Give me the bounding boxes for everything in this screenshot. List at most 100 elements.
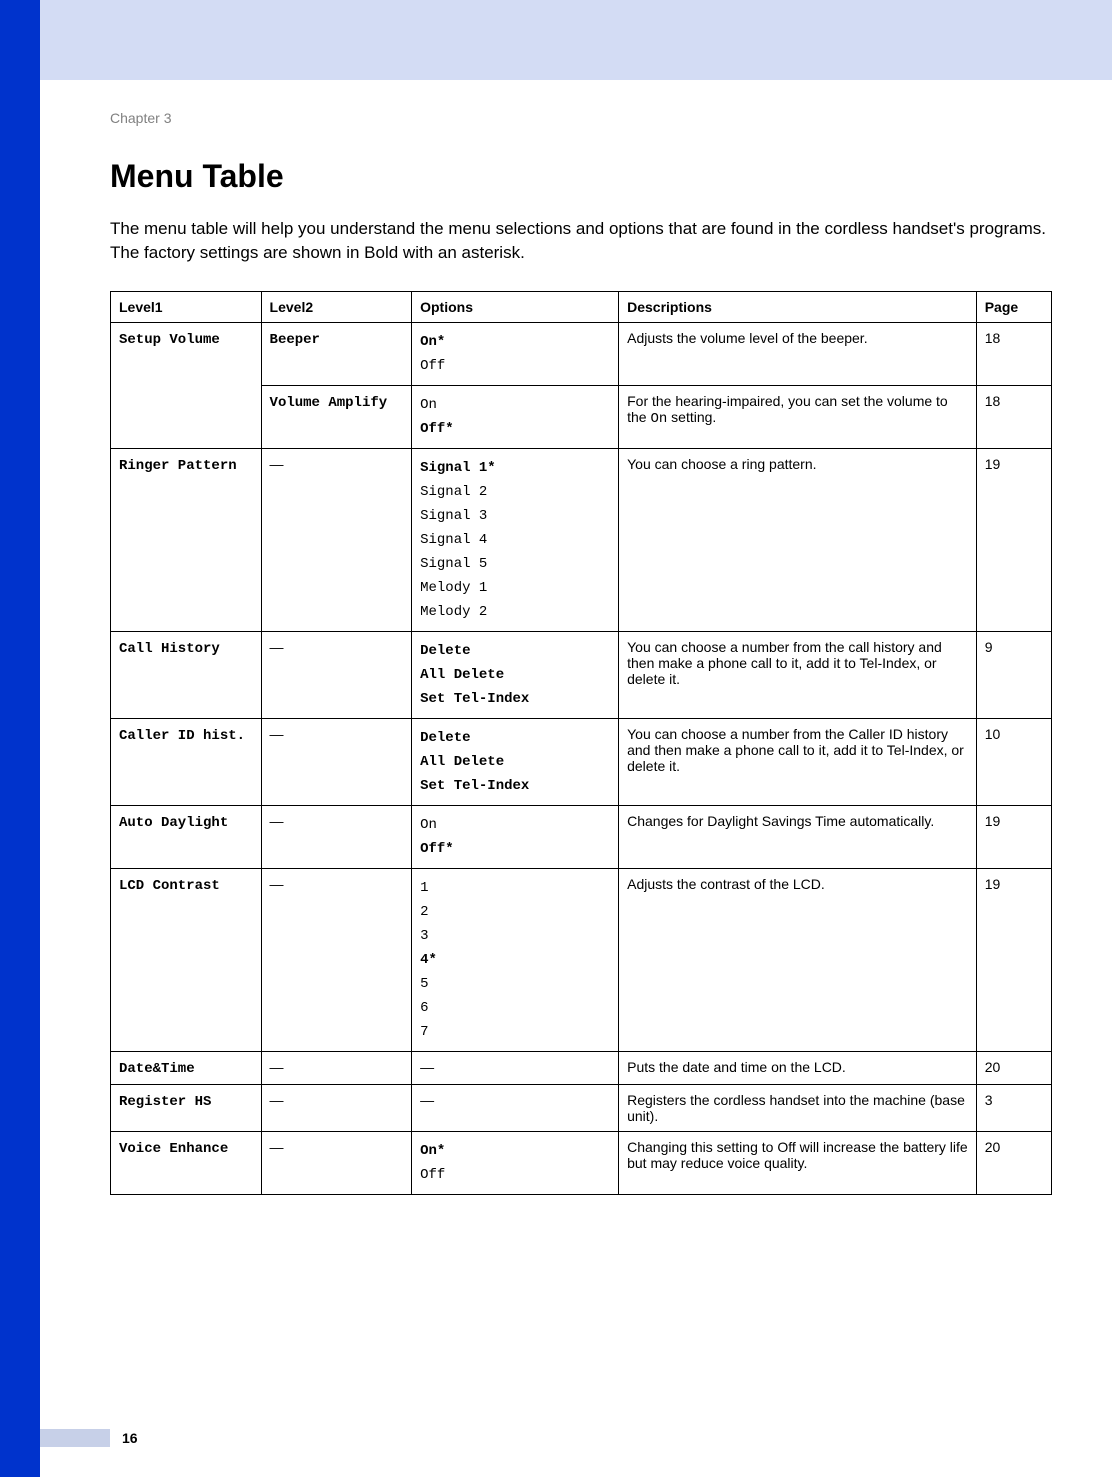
header-level2: Level2 [261,291,412,322]
dash: — [270,1059,284,1075]
cell-page: 10 [976,718,1051,805]
level1-value: Caller ID hist. [119,728,245,744]
option-value: On* [420,1139,610,1163]
header-level1: Level1 [111,291,262,322]
dash: — [270,456,284,472]
option-value: 3 [420,924,610,948]
cell-options: OnOff* [412,805,619,868]
cell-options: — [412,1084,619,1131]
cell-page: 18 [976,385,1051,448]
cell-level2: — [261,805,412,868]
option-value: 5 [420,972,610,996]
level1-value: Ringer Pattern [119,458,237,474]
cell-description: Adjusts the volume level of the beeper. [619,322,977,385]
cell-options: 1234*567 [412,868,619,1051]
dash: — [270,726,284,742]
table-header-row: Level1 Level2 Options Descriptions Page [111,291,1052,322]
footer-page-number: 16 [122,1430,138,1446]
cell-page: 20 [976,1131,1051,1194]
option-value: Signal 4 [420,528,610,552]
intro-text: The menu table will help you understand … [110,217,1052,265]
option-value: On [420,393,610,417]
option-value: 2 [420,900,610,924]
cell-level1: Date&Time [111,1051,262,1084]
dash: — [270,1139,284,1155]
table-row: Caller ID hist. — DeleteAll DeleteSet Tel-… [111,718,1052,805]
table-row: Setup Volume Beeper On*OffAdjusts the volu… [111,322,1052,385]
level2-value: Beeper [270,332,320,348]
cell-options: On*Off [412,1131,619,1194]
option-value: Set Tel-Index [420,687,610,711]
dash: — [270,876,284,892]
cell-level2: — [261,1131,412,1194]
cell-level1: LCD Contrast [111,868,262,1051]
option-value: 7 [420,1020,610,1044]
option-value: Signal 2 [420,480,610,504]
cell-options: On*Off [412,322,619,385]
dash: — [420,1092,434,1108]
level1-value: Register HS [119,1094,211,1110]
level1-value: Auto Daylight [119,815,228,831]
cell-options: Signal 1*Signal 2Signal 3Signal 4Signal … [412,448,619,631]
dash: — [270,1092,284,1108]
option-value: On* [420,330,610,354]
table-row: Date&Time — — Puts the date and time on the… [111,1051,1052,1084]
cell-page: 9 [976,631,1051,718]
cell-level2: — [261,1084,412,1131]
option-value: Melody 1 [420,576,610,600]
page-footer: 16 [40,1429,138,1447]
cell-level2: — [261,718,412,805]
dash: — [270,813,284,829]
cell-description: You can choose a ring pattern. [619,448,977,631]
option-value: Off* [420,837,610,861]
option-value: On [420,813,610,837]
level1-value: Call History [119,641,220,657]
cell-level2: — [261,448,412,631]
option-value: 4* [420,948,610,972]
option-value: Signal 3 [420,504,610,528]
cell-level2: Volume Amplify [261,385,412,448]
cell-options: DeleteAll DeleteSet Tel-Index [412,718,619,805]
level1-value: LCD Contrast [119,878,220,894]
table-row: Register HS — — Registers the cordless hand… [111,1084,1052,1131]
header-page: Page [976,291,1051,322]
cell-description: Registers the cordless handset into the … [619,1084,977,1131]
option-value: Melody 2 [420,600,610,624]
dash: — [420,1059,434,1075]
option-value: Signal 5 [420,552,610,576]
option-value: 1 [420,876,610,900]
option-value: Off* [420,417,610,441]
cell-page: 18 [976,322,1051,385]
cell-options: OnOff* [412,385,619,448]
cell-level1: Auto Daylight [111,805,262,868]
level1-value: Date&Time [119,1061,195,1077]
cell-page: 3 [976,1084,1051,1131]
cell-level1: Call History [111,631,262,718]
table-body: Setup VolumeBeeperOn*OffAdjusts the volu… [111,322,1052,1194]
header-descriptions: Descriptions [619,291,977,322]
cell-level2: — [261,631,412,718]
sidebar-accent [0,0,40,1477]
option-value: 6 [420,996,610,1020]
option-value: All Delete [420,750,610,774]
footer-band: 16 [40,1429,138,1447]
table-row: Voice Enhance—On*OffChanging this settin… [111,1131,1052,1194]
cell-description: You can choose a number from the Caller … [619,718,977,805]
chapter-label: Chapter 3 [110,110,1052,126]
table-row: Ringer Pattern — Signal 1*Signal 2Signal 3… [111,448,1052,631]
cell-options: — [412,1051,619,1084]
option-value: All Delete [420,663,610,687]
footer-accent-bar [40,1429,110,1447]
cell-level2: Beeper [261,322,412,385]
level1-value: Setup Volume [119,332,220,348]
cell-level1: Caller ID hist. [111,718,262,805]
option-value: Off [420,1163,610,1187]
table-row: Call History — DeleteAll DeleteSet Tel-Ind… [111,631,1052,718]
cell-page: 20 [976,1051,1051,1084]
cell-options: DeleteAll DeleteSet Tel-Index [412,631,619,718]
cell-level2: — [261,1051,412,1084]
cell-page: 19 [976,868,1051,1051]
cell-description: You can choose a number from the call hi… [619,631,977,718]
dash: — [270,639,284,655]
cell-description: Puts the date and time on the LCD. [619,1051,977,1084]
